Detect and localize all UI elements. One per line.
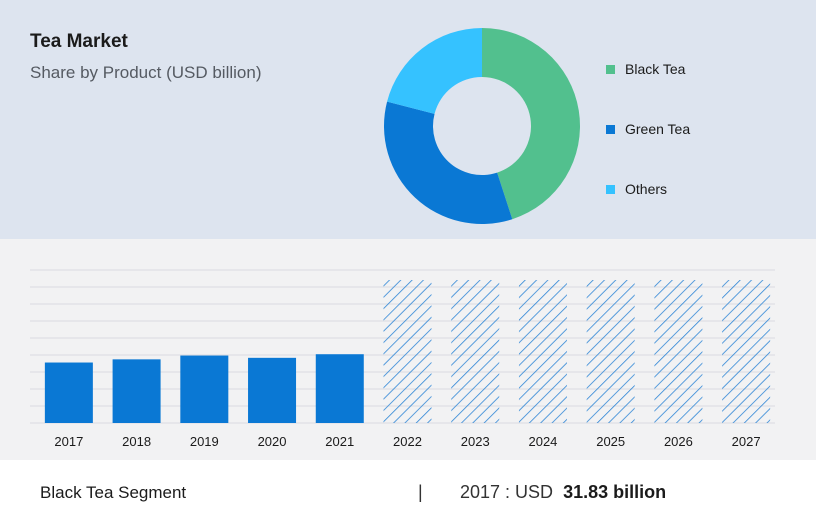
x-tick-label-2018: 2018 — [122, 434, 151, 449]
segment-year: 2017 : USD — [460, 482, 554, 502]
x-tick-label-2019: 2019 — [190, 434, 219, 449]
bar-chart-panel: 2017 2018 2019 2020 2021 2022 2023 2024 2025 2026… — [0, 239, 816, 460]
legend-item-green-tea: Green Tea — [606, 119, 690, 139]
bar-2018 — [112, 359, 161, 423]
x-tick-label-2026: 2026 — [664, 434, 693, 449]
segment-value-number: 31.83 billion — [563, 482, 667, 502]
x-tick-label-2023: 2023 — [461, 434, 490, 449]
segment-value: 2017 : USD 31.83 billion — [460, 482, 666, 503]
x-tick-label-2024: 2024 — [528, 434, 557, 449]
legend-swatch-black-tea — [606, 64, 615, 74]
legend-swatch-green-tea — [606, 124, 615, 134]
bar-chart: 2017 2018 2019 2020 2021 2022 2023 2024 2025 2026… — [30, 269, 775, 449]
donut-slice-green-tea — [384, 101, 513, 224]
donut-slice-black-tea — [482, 28, 580, 220]
page-subtitle: Share by Product (USD billion) — [30, 63, 262, 82]
x-tick-label-2017: 2017 — [54, 434, 83, 449]
legend-label-green-tea: Green Tea — [625, 121, 691, 137]
legend-item-others: Others — [606, 179, 667, 199]
page-title: Tea Market — [30, 31, 128, 52]
forecast-bar-2023 — [451, 280, 500, 423]
bar-2017 — [44, 362, 93, 423]
donut-chart — [384, 28, 580, 224]
donut-slice-others — [387, 28, 482, 114]
legend-swatch-others — [606, 184, 615, 194]
forecast-bar-2026 — [654, 280, 703, 423]
forecast-bar-2024 — [518, 280, 567, 423]
legend-label-others: Others — [625, 181, 668, 197]
bar-2019 — [180, 355, 229, 423]
forecast-bar-2025 — [586, 280, 635, 423]
legend-label-black-tea: Black Tea — [625, 61, 686, 77]
footer — [0, 460, 816, 528]
bar-2021 — [315, 354, 364, 423]
bar-2020 — [248, 357, 297, 423]
x-tick-label-2025: 2025 — [596, 434, 625, 449]
legend-item-black-tea: Black Tea — [606, 59, 685, 79]
x-tick-label-2027: 2027 — [732, 434, 761, 449]
footer-divider: | — [418, 482, 423, 502]
forecast-bar-2027 — [722, 280, 771, 423]
forecast-bar-2022 — [383, 280, 432, 423]
x-tick-label-2021: 2021 — [325, 434, 354, 449]
segment-label: Black Tea Segment — [40, 483, 187, 502]
x-tick-label-2022: 2022 — [393, 434, 422, 449]
x-tick-label-2020: 2020 — [258, 434, 287, 449]
